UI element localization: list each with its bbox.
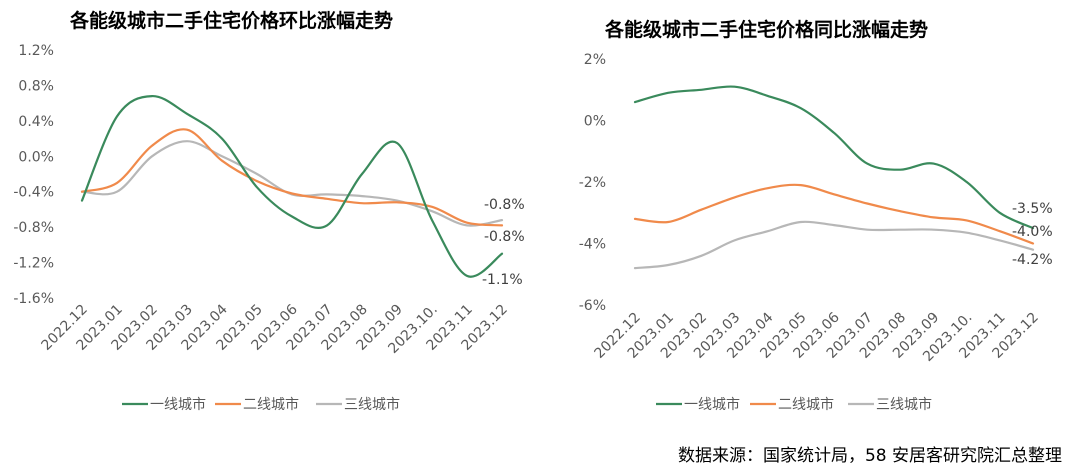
data-label: -0.8%	[484, 197, 525, 213]
y-tick-label: 0%	[584, 114, 606, 130]
data-label: -0.8%	[484, 229, 525, 245]
y-tick-label: -0.8%	[13, 220, 54, 236]
y-tick-label: -0.4%	[13, 185, 54, 201]
chart-title-right: 各能级城市二手住宅价格同比涨幅走势	[605, 19, 929, 41]
data-label: -4.2%	[1012, 252, 1053, 268]
series-line-3-right	[633, 220, 1035, 270]
y-tick-label: 0.4%	[18, 114, 54, 130]
legend-label: 三线城市	[344, 396, 400, 413]
y-tick-label: 1.2%	[18, 43, 54, 59]
y-tick-label: 0.8%	[18, 78, 54, 94]
y-tick-label: -2%	[579, 175, 606, 191]
legend-label: 三线城市	[876, 396, 932, 413]
legend-label: 一线城市	[150, 396, 206, 413]
series-line-2-left	[80, 128, 504, 227]
legend-label: 一线城市	[684, 396, 740, 413]
data-label: -1.1%	[482, 272, 523, 288]
series-line-2-right	[633, 183, 1035, 245]
y-tick-label: -6%	[579, 298, 606, 314]
series-line-1-left	[80, 94, 504, 278]
data-label: -3.5%	[1012, 201, 1053, 217]
series-line-1-right	[633, 85, 1035, 230]
legend-label: 二线城市	[778, 396, 834, 413]
source-note: 数据来源：国家统计局，58 安居客研究院汇总整理	[677, 446, 1062, 466]
y-tick-label: -1.2%	[13, 256, 54, 272]
legend-label: 二线城市	[243, 396, 299, 413]
y-tick-label: 0.0%	[18, 149, 54, 165]
y-tick-label: -4%	[579, 237, 606, 253]
chart-title-left: 各能级城市二手住宅价格环比涨幅走势	[70, 10, 394, 32]
y-tick-label: -1.6%	[13, 291, 54, 307]
data-label: -4.0%	[1012, 224, 1053, 240]
y-tick-label: 2%	[584, 52, 606, 68]
